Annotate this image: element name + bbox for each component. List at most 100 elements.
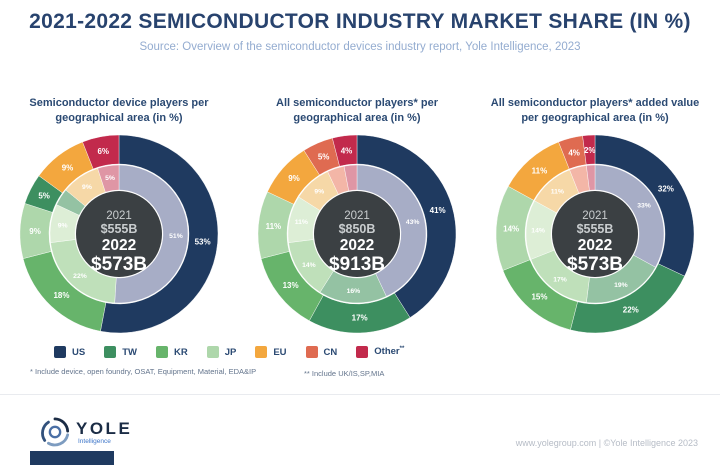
segment-label-2021-eu: 11%: [551, 189, 564, 196]
center-label-line-2: $850B: [339, 222, 376, 236]
legend-label-cn: CN: [323, 346, 338, 358]
footer-accent-bar: [30, 451, 114, 465]
segment-label-2022-tw: 5%: [38, 192, 50, 201]
segment-label-2021-jp: 11%: [295, 219, 308, 226]
segment-label-2022-jp: 11%: [266, 222, 282, 231]
center-label-line-3: 2022: [340, 237, 374, 254]
legend-swatch-us: [54, 346, 66, 358]
legend-swatch-cn: [305, 346, 318, 358]
segment-label-2021-kr: 22%: [73, 273, 87, 280]
segment-label-2022-eu: 11%: [532, 167, 548, 176]
center-label-line-4: $913B: [329, 254, 385, 275]
legend-swatch-kr: [155, 346, 168, 358]
segment-label-2021-tw: 19%: [614, 282, 628, 289]
segment-label-2021-other: 5%: [105, 175, 115, 182]
segment-label-2022-cn: 5%: [318, 153, 330, 162]
legend-swatch-tw: [104, 346, 117, 358]
yole-logo: YOLE Intelligence: [40, 417, 132, 447]
legend-label-kr: KR: [173, 346, 188, 358]
legend-swatch-other: [356, 346, 369, 358]
segment-label-2021-tw: 16%: [347, 288, 361, 295]
segment-label-2021-jp: 14%: [531, 228, 545, 235]
segment-label-2021-kr: 17%: [553, 276, 567, 283]
chart-title: Semiconductor device players per geograp…: [29, 97, 209, 124]
ring-2021-segment-us: [114, 164, 189, 304]
segment-label-2022-other: 2%: [584, 146, 596, 155]
ring-2022-segment-us: [356, 134, 457, 318]
segment-label-2021-eu: 9%: [82, 184, 92, 191]
segment-label-2021-eu: 9%: [314, 189, 324, 196]
center-label-line-4: $573B: [91, 254, 147, 275]
legend-label-other: Other**: [374, 346, 405, 358]
donut-chart-all-players: 41% 17% 13% 11% 9% 5% 4% 43% 16% 14% 11% 9% 2021$850…: [257, 134, 457, 334]
legend-label-tw: TW: [122, 346, 137, 358]
center-label-line-2: $555B: [101, 222, 138, 236]
legend-label-jp: JP: [224, 346, 237, 358]
segment-label-2022-kr: 15%: [531, 293, 547, 302]
yole-logo-icon: [41, 417, 70, 447]
legend-label-eu: EU: [273, 346, 287, 358]
segment-label-2022-tw: 17%: [352, 314, 368, 323]
footnote-all-players: * Include device, open foundry, OSAT, Eq…: [30, 367, 257, 376]
center-label-line-1: 2021: [344, 210, 370, 222]
segment-label-2022-other: 4%: [341, 146, 353, 155]
legend-label-us: US: [72, 346, 86, 358]
ring-2021-segment-other: [343, 164, 358, 192]
ring-2021-segment-other: [97, 164, 120, 193]
ring-2021-segment-us: [356, 164, 427, 297]
segment-label-2022-jp: 14%: [503, 224, 519, 233]
segment-label-2021-us: 43%: [406, 219, 420, 226]
donut-chart-added-value: 32%22%15%14%11%4% 2%33%19%17%14%11%2021$5…: [495, 134, 695, 334]
segment-label-2022-us: 41%: [430, 206, 446, 215]
ring-2022-segment-other: [82, 134, 120, 170]
legend-item-other: Other**: [356, 346, 404, 358]
donut-center: [552, 191, 638, 277]
donut-chart-device-players: 53% 18% 9% 5% 9% 6% 51% 22% 9% 9% 5% 2021$555B2022$…: [19, 134, 219, 334]
donut-center: [314, 191, 400, 277]
segment-label-2022-us: 53%: [195, 238, 211, 247]
chart-title: All semiconductor players* per geographi…: [276, 97, 438, 124]
yole-logo-text: YOLE Intelligence: [76, 420, 132, 445]
segment-label-2022-other: 6%: [97, 147, 109, 156]
segment-label-2021-us: 33%: [637, 202, 651, 209]
segment-label-2021-kr: 14%: [302, 262, 316, 269]
ring-2022-segment-other: [332, 134, 358, 167]
center-label-line-3: 2022: [578, 237, 612, 254]
center-label-line-3: 2022: [102, 237, 136, 254]
ring-2021-segment-other: [586, 164, 596, 191]
legend: US TW KR JP EU CN Other**: [54, 346, 404, 358]
ring-2022-segment-us: [100, 134, 219, 334]
footer-credit: www.yolegroup.com | ©Yole Intelligence 2…: [515, 438, 698, 448]
logo-name: YOLE: [76, 418, 133, 438]
segment-label-2022-eu: 9%: [288, 174, 300, 183]
legend-item-jp: JP: [206, 346, 237, 358]
footnote-other: ** Include UK/IS,SP,MIA: [304, 369, 385, 378]
chart-all-players: All semiconductor players* per geographi…: [244, 96, 470, 334]
legend-item-eu: EU: [255, 346, 287, 358]
legend-item-us: US: [54, 346, 85, 358]
center-label-line-4: $573B: [567, 254, 623, 275]
chart-added-value: All semiconductor players* added value p…: [482, 96, 708, 334]
legend-item-tw: TW: [104, 346, 137, 358]
center-label-line-1: 2021: [106, 210, 132, 222]
center-label-line-2: $555B: [577, 222, 614, 236]
ring-2022-segment-other: [582, 134, 596, 165]
segment-label-2022-jp: 9%: [29, 227, 41, 236]
donut-center: [76, 191, 162, 277]
chart-title: All semiconductor players* added value p…: [490, 97, 700, 124]
logo-subtext: Intelligence: [78, 437, 111, 445]
segment-label-2022-cn: 4%: [568, 148, 580, 157]
legend-swatch-eu: [255, 346, 268, 358]
center-label-line-1: 2021: [582, 210, 608, 222]
segment-label-2022-eu: 9%: [62, 163, 74, 172]
segment-label-2021-jp: 9%: [58, 222, 68, 229]
charts-row: Semiconductor device players per geograp…: [6, 96, 708, 334]
legend-item-kr: KR: [155, 346, 188, 358]
segment-label-2022-kr: 18%: [53, 291, 69, 300]
segment-label-2022-tw: 22%: [623, 306, 639, 315]
page-subtitle: Source: Overview of the semiconductor de…: [139, 41, 581, 53]
segment-label-2022-us: 32%: [658, 185, 674, 194]
chart-device-players: Semiconductor device players per geograp…: [6, 96, 232, 334]
footer-divider: [0, 394, 720, 395]
